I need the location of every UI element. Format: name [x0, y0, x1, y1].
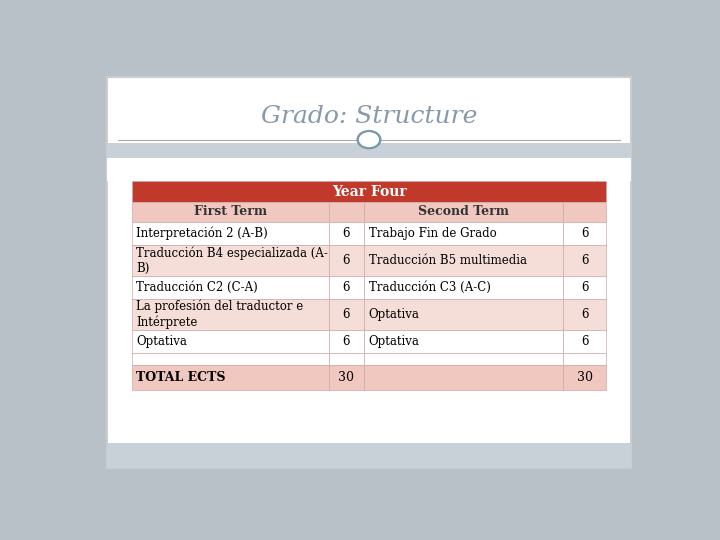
Bar [564, 222, 606, 245]
Text: Optativa: Optativa [136, 335, 187, 348]
Text: 6: 6 [581, 281, 588, 294]
Bar [564, 202, 606, 222]
Bar [132, 202, 329, 222]
Bar [364, 245, 564, 276]
Bar [564, 299, 606, 330]
Bar [132, 299, 329, 330]
Text: Grado: Structure: Grado: Structure [261, 105, 477, 129]
Text: Interpretación 2 (A-B): Interpretación 2 (A-B) [136, 227, 268, 240]
Bar [329, 276, 364, 299]
Bar [132, 276, 329, 299]
Text: Traducción C3 (A-C): Traducción C3 (A-C) [369, 281, 490, 294]
Bar [329, 299, 364, 330]
Bar [132, 181, 606, 202]
Text: 6: 6 [343, 281, 350, 294]
Bar [132, 245, 329, 276]
Bar [329, 353, 364, 366]
Text: La profesión del traductor e
Intérprete: La profesión del traductor e Intérprete [136, 300, 304, 329]
Text: Trabajo Fin de Grado: Trabajo Fin de Grado [369, 227, 497, 240]
Text: 6: 6 [581, 227, 588, 240]
Bar [329, 222, 364, 245]
Bar [329, 366, 364, 390]
Text: Second Term: Second Term [418, 206, 509, 219]
Bar [364, 222, 564, 245]
Text: Traducción B5 multimedia: Traducción B5 multimedia [369, 254, 527, 267]
Text: First Term: First Term [194, 206, 267, 219]
Text: 30: 30 [577, 372, 593, 384]
Bar [364, 330, 564, 353]
Circle shape [359, 132, 379, 147]
Bar [132, 222, 329, 245]
Text: 6: 6 [581, 308, 588, 321]
Bar [329, 330, 364, 353]
Text: 6: 6 [343, 254, 350, 267]
FancyBboxPatch shape [107, 77, 631, 468]
Bar [132, 366, 329, 390]
Bar [329, 245, 364, 276]
Bar [364, 202, 564, 222]
Bar [132, 353, 329, 366]
Bar [564, 366, 606, 390]
Bar [564, 353, 606, 366]
Bar [364, 353, 564, 366]
Text: Year Four: Year Four [332, 185, 406, 199]
Bar [364, 276, 564, 299]
Text: 6: 6 [581, 254, 588, 267]
Text: 6: 6 [343, 227, 350, 240]
Text: 6: 6 [343, 335, 350, 348]
Text: Optativa: Optativa [369, 308, 420, 321]
Text: TOTAL ECTS: TOTAL ECTS [136, 372, 226, 384]
Bar [107, 443, 631, 468]
Text: 30: 30 [338, 372, 354, 384]
Bar [564, 330, 606, 353]
Bar [107, 143, 631, 158]
Bar [329, 202, 364, 222]
Text: Optativa: Optativa [369, 335, 420, 348]
Bar [564, 276, 606, 299]
Bar [107, 158, 631, 181]
Bar [364, 366, 564, 390]
Text: 6: 6 [581, 335, 588, 348]
Bar [564, 245, 606, 276]
Text: Traducción C2 (C-A): Traducción C2 (C-A) [136, 281, 258, 294]
Text: 6: 6 [343, 308, 350, 321]
Bar [132, 330, 329, 353]
Bar [364, 299, 564, 330]
Text: Traducción B4 especializada (A-
B): Traducción B4 especializada (A- B) [136, 246, 328, 275]
